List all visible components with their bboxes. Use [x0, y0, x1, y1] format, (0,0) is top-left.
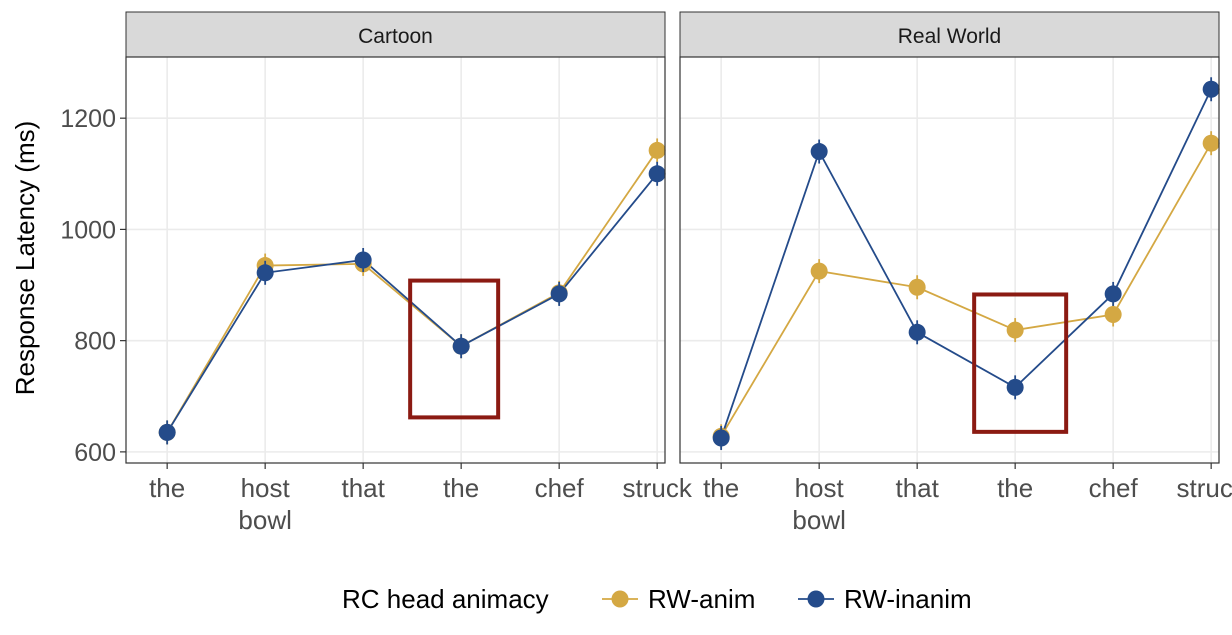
data-point-RW-inanim [810, 143, 828, 161]
data-point-RW-inanim [1202, 80, 1220, 98]
legend-entry-RW-anim: RW-anim [602, 584, 755, 614]
legend-label: RW-inanim [844, 584, 972, 614]
facet-strip [125, 11, 666, 58]
series-line-RW-inanim [720, 88, 1212, 439]
x-tick-label: chef [535, 473, 585, 503]
x-tick-label: struck [1176, 473, 1232, 503]
x-tick-label: the [703, 473, 739, 503]
data-point-RW-inanim [354, 251, 372, 269]
x-tick-label: chef [1089, 473, 1139, 503]
y-tick-label: 1000 [60, 216, 116, 244]
data-point-RW-anim [1006, 321, 1024, 339]
facet-strip [679, 11, 1220, 58]
legend-entry-RW-inanim: RW-inanim [798, 584, 972, 614]
highlight-box [972, 292, 1069, 434]
legend: RC head animacy RW-anim RW-inanim [342, 584, 972, 614]
x-tick-label: bowl [792, 505, 845, 535]
data-point-RW-anim [810, 262, 828, 280]
y-axis-label: Response Latency (ms) [10, 121, 40, 396]
legend-title: RC head animacy [342, 584, 549, 614]
x-tick-label: that [341, 473, 385, 503]
legend-marker [807, 590, 825, 608]
panel-border [125, 56, 666, 464]
data-point-RW-anim [1104, 306, 1122, 324]
data-point-RW-inanim [158, 423, 176, 441]
x-tick-label: host [795, 473, 845, 503]
data-point-RW-inanim [1006, 378, 1024, 396]
data-point-RW-inanim [648, 165, 666, 183]
x-tick-label: that [895, 473, 939, 503]
data-point-RW-inanim [712, 429, 730, 447]
facet-title: Cartoon [358, 25, 433, 48]
facet-title: Real World [898, 25, 1001, 48]
data-point-RW-inanim [908, 323, 926, 341]
x-tick-label: the [443, 473, 479, 503]
legend-label: RW-anim [648, 584, 755, 614]
data-point-RW-inanim [550, 285, 568, 303]
data-point-RW-inanim [256, 264, 274, 282]
x-tick-label: the [997, 473, 1033, 503]
data-point-RW-anim [908, 278, 926, 296]
data-point-RW-inanim [452, 337, 470, 355]
data-point-RW-inanim [1104, 285, 1122, 303]
y-tick-label: 800 [74, 328, 116, 356]
x-tick-label: struck [622, 473, 692, 503]
data-point-RW-anim [1202, 134, 1220, 152]
data-point-RW-anim [648, 141, 666, 159]
x-tick-label: the [149, 473, 185, 503]
highlight-box [408, 278, 501, 420]
x-tick-label: bowl [238, 505, 291, 535]
panel-border [679, 56, 1220, 464]
legend-marker [611, 590, 629, 608]
plot-background [126, 57, 665, 463]
series-line-RW-anim [720, 142, 1212, 437]
x-tick-label: host [241, 473, 291, 503]
y-tick-label: 600 [74, 439, 116, 467]
y-tick-label: 1200 [60, 105, 116, 133]
